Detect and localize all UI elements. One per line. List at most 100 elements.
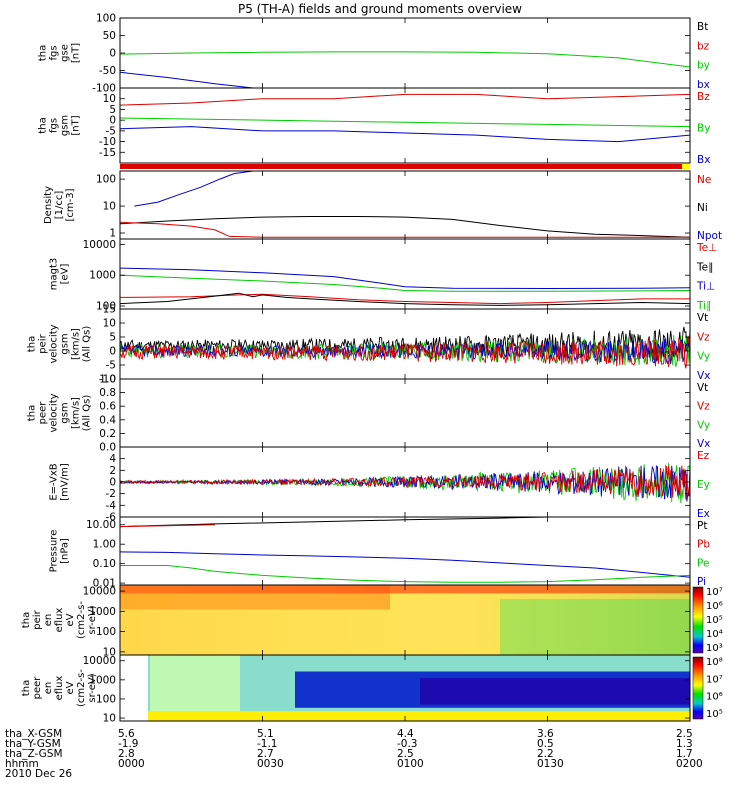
legend-Ti⊥: Ti⊥ bbox=[696, 281, 715, 293]
series-Ti⊥ bbox=[119, 267, 691, 290]
colorbar-label: 10⁴ bbox=[706, 629, 723, 640]
y-tick-label: 10000 bbox=[83, 655, 116, 667]
series-Ne bbox=[119, 221, 690, 238]
panel-peer-efs: 10⁸ 10⁷ 10⁶ 10⁵ 10 100 1000 10000 tha peer en eflux… bbox=[21, 654, 723, 725]
series-Te∥ bbox=[119, 292, 691, 306]
colorbar-label: 10³ bbox=[706, 643, 723, 654]
y-tick-label: 2 bbox=[109, 465, 116, 477]
series-Bz bbox=[119, 93, 691, 106]
z-gsm-4: 1.7 bbox=[676, 748, 693, 760]
series-Pi bbox=[119, 551, 691, 578]
x-gsm-2: 4.4 bbox=[397, 728, 414, 740]
quality-flag-bar bbox=[120, 164, 682, 169]
legend-Pb: Pb bbox=[697, 539, 710, 551]
y-tick-label: 100 bbox=[96, 301, 116, 313]
y-axis-label-line: [km/s] bbox=[71, 397, 82, 429]
y-axis-label-line: [nT] bbox=[71, 43, 82, 63]
x-gsm-3: 3.6 bbox=[537, 728, 554, 740]
series-Te⊥ bbox=[119, 293, 690, 305]
legend-Vx: Vx bbox=[697, 370, 710, 382]
y-axis-label-line: eV bbox=[65, 681, 76, 694]
legend-Vx: Vx bbox=[697, 438, 710, 450]
y-tick-label: 10 bbox=[103, 93, 116, 105]
y-axis-label-line: gsm bbox=[60, 402, 71, 423]
y-tick-label: 0.6 bbox=[99, 401, 116, 413]
legend-bx: bx bbox=[697, 79, 710, 91]
y-axis-label-line: [1/cc] bbox=[54, 191, 65, 220]
colorbar-label: 10⁶ bbox=[706, 601, 723, 612]
colorbar-label: 10⁵ bbox=[706, 709, 723, 720]
y-tick-label: 1.0 bbox=[99, 374, 116, 386]
y-tick-label: 0.2 bbox=[99, 428, 116, 440]
panel-fgs-gse: -100 -50 0 50 100 tha fgs gse [nT] Bt bz by bx bbox=[38, 13, 710, 95]
y-axis-label-line: (cm2-s- bbox=[76, 601, 87, 639]
y-gsm-2: -0.3 bbox=[397, 738, 418, 750]
y-axis-label-line: (All Qs) bbox=[82, 395, 93, 432]
y-axis-label-line: en bbox=[43, 614, 54, 627]
y-axis-label-line: sr-eV) bbox=[87, 673, 98, 702]
hhmm-2: 0100 bbox=[397, 758, 424, 770]
panel-temperature: 100 1000 10000 magt3 [eV] Te⊥ Te∥ Ti⊥ Ti∥ bbox=[49, 238, 717, 313]
legend-Vt: Vt bbox=[697, 312, 708, 324]
row-label-z-gsm: tha_Z-GSM bbox=[5, 748, 63, 760]
y-tick-label: 50 bbox=[103, 30, 116, 42]
series-Ti∥ bbox=[119, 274, 691, 292]
colorbar bbox=[692, 656, 704, 720]
y-axis-label-line: tha bbox=[38, 45, 49, 61]
x-gsm-4: 2.5 bbox=[676, 728, 693, 740]
y-tick-label: -4 bbox=[106, 500, 117, 512]
y-axis-label-line: peir bbox=[38, 333, 49, 353]
legend-Ez: Ez bbox=[697, 450, 710, 462]
y-tick-label: 10 bbox=[103, 318, 116, 330]
legend-Vz: Vz bbox=[697, 401, 710, 413]
legend-Ey: Ey bbox=[697, 479, 710, 491]
y-tick-label: -100 bbox=[92, 83, 116, 95]
legend-Vt: Vt bbox=[697, 382, 708, 394]
y-tick-label: -15 bbox=[99, 147, 116, 159]
y-axis-label-line: tha bbox=[21, 680, 32, 696]
date-label: 2010 Dec 26 bbox=[5, 768, 72, 780]
y-tick-label: 1 bbox=[109, 228, 116, 240]
y-axis-label-line: tha bbox=[27, 405, 38, 421]
plot-title: P5 (TH-A) fields and ground moments over… bbox=[238, 2, 522, 16]
spectrogram-light-region bbox=[150, 655, 240, 721]
y-axis-label-line: sr-eV) bbox=[87, 605, 98, 634]
y-tick-label: 100 bbox=[96, 174, 116, 186]
panel-peer-velocity: 0.0 0.2 0.40.6 0.81.0 tha peer velocity gsm [km/… bbox=[27, 374, 711, 454]
y-axis-label-line: velocity bbox=[49, 393, 60, 432]
y-axis-label-line: tha bbox=[27, 336, 38, 352]
y-tick-label: 1.00 bbox=[93, 539, 116, 551]
y-axis-label-line: peir bbox=[32, 609, 43, 629]
y-tick-label: 10000 bbox=[83, 239, 116, 251]
y-tick-label: -2 bbox=[106, 488, 116, 500]
y-gsm-1: -1.1 bbox=[257, 738, 278, 750]
y-axis-label-line: gsm bbox=[60, 115, 71, 136]
row-label-y-gsm: tha_Y-GSM bbox=[5, 738, 61, 750]
y-axis-label-line: eflux bbox=[54, 676, 65, 701]
y-axis-label-line: gsm bbox=[60, 333, 71, 354]
y-axis-label-line: eflux bbox=[54, 608, 65, 633]
y-tick-label: 15 bbox=[103, 304, 116, 316]
hhmm-3: 0130 bbox=[537, 758, 564, 770]
y-axis-label-line: [nPa] bbox=[60, 538, 71, 564]
y-tick-label: 4 bbox=[109, 453, 116, 465]
legend-Vy: Vy bbox=[697, 419, 710, 431]
y-tick-label: 5 bbox=[109, 332, 116, 344]
series-Ni bbox=[119, 216, 691, 238]
panel-frame bbox=[119, 516, 691, 586]
y-tick-label: 1000 bbox=[89, 674, 116, 686]
y-axis-label-line: Density bbox=[43, 186, 54, 224]
y-tick-label: 10 bbox=[103, 713, 116, 725]
y-axis-label-line: fgs bbox=[49, 118, 60, 133]
y-axis-label-line: [cm-3] bbox=[65, 188, 76, 221]
legend-Bx: Bx bbox=[697, 154, 710, 166]
y-tick-label: 0.4 bbox=[99, 414, 116, 426]
y-tick-label: 5 bbox=[109, 104, 116, 116]
y-gsm-3: 0.5 bbox=[537, 738, 554, 750]
legend-Ti∥: Ti∥ bbox=[696, 300, 711, 312]
y-axis-label-line: [nT] bbox=[71, 115, 82, 135]
legend-Ex: Ex bbox=[697, 508, 710, 520]
x-gsm-0: 5.6 bbox=[118, 728, 135, 740]
y-tick-label: 0 bbox=[109, 346, 116, 358]
